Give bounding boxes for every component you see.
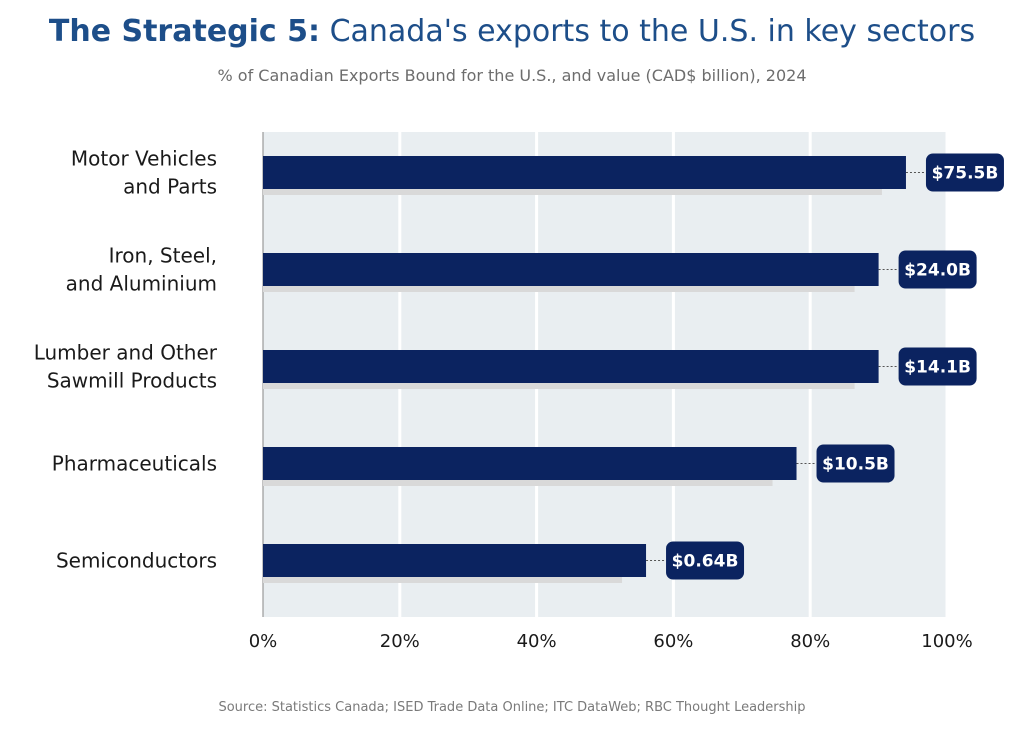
value-label-box: [898, 347, 977, 386]
category-label: Motor Vehicles: [71, 147, 217, 171]
chart-title-strong: The Strategic 5:: [48, 14, 321, 49]
category-label: Lumber and Other: [34, 341, 218, 365]
source-note: Source: Statistics Canada; ISED Trade Da…: [218, 700, 806, 715]
x-tick-label: 20%: [380, 631, 420, 652]
value-label-box: [816, 444, 895, 483]
chart-title: The Strategic 5: Canada's exports to the…: [0, 14, 1024, 49]
bar: [263, 253, 879, 286]
bar: [263, 544, 647, 577]
x-tick-label: 100%: [921, 631, 972, 652]
chart-subtitle: % of Canadian Exports Bound for the U.S.…: [217, 66, 807, 85]
bar: [263, 350, 879, 383]
value-label: $14.1B: [904, 358, 971, 378]
value-label-box: [666, 541, 745, 580]
category-label: Iron, Steel,: [109, 244, 217, 268]
chart-title-rest: Canada's exports to the U.S. in key sect…: [320, 14, 976, 49]
x-tick-label: 80%: [790, 631, 830, 652]
category-label: and Parts: [123, 175, 217, 199]
x-tick-label: 0%: [249, 631, 278, 652]
x-tick-label: 60%: [653, 631, 693, 652]
value-label: $75.5B: [932, 164, 999, 184]
category-label: Pharmaceuticals: [52, 452, 217, 476]
x-tick-label: 40%: [517, 631, 557, 652]
category-label: Sawmill Products: [47, 369, 217, 393]
category-label: and Aluminium: [66, 272, 217, 296]
category-label: Semiconductors: [56, 549, 217, 573]
value-label: $0.64B: [672, 552, 739, 572]
value-label: $24.0B: [904, 261, 971, 281]
value-label: $10.5B: [822, 455, 889, 475]
value-label-box: [898, 250, 977, 289]
bar: [263, 156, 906, 189]
bar: [263, 447, 797, 480]
value-label-box: [925, 153, 1004, 192]
